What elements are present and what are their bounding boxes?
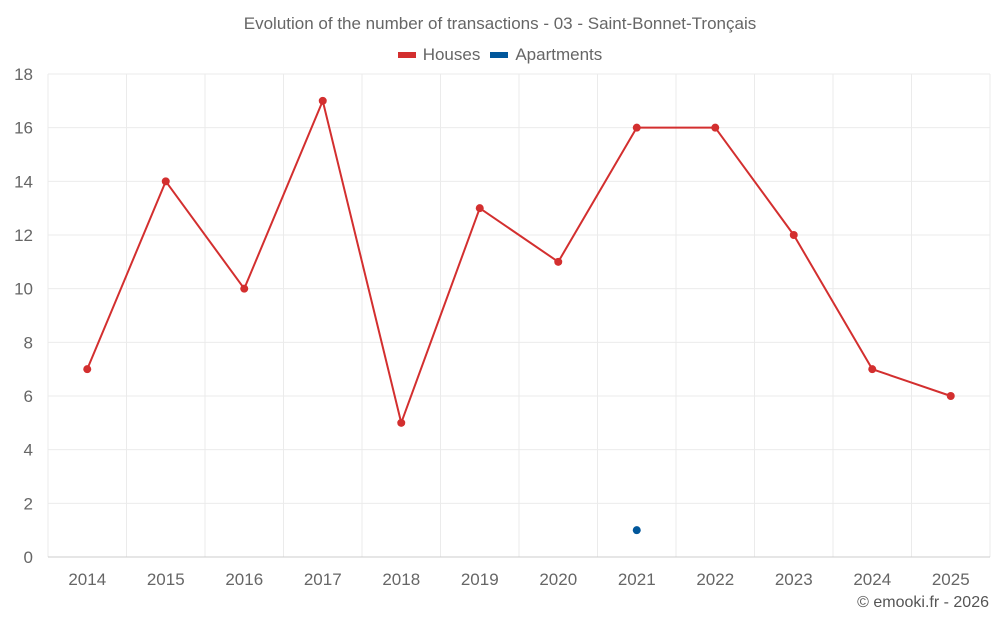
y-tick-label: 14 — [14, 172, 33, 191]
data-point-houses — [554, 257, 563, 266]
x-tick-label: 2025 — [932, 570, 970, 589]
x-tick-label: 2017 — [304, 570, 342, 589]
legend: Houses Apartments — [0, 45, 1000, 65]
y-tick-label: 2 — [24, 494, 33, 513]
y-tick-label: 16 — [14, 119, 33, 138]
data-point-houses — [632, 123, 641, 132]
legend-item-apartments[interactable]: Apartments — [490, 45, 602, 65]
data-point-houses — [161, 177, 170, 186]
legend-label-houses: Houses — [422, 45, 481, 64]
data-point-houses — [318, 96, 327, 105]
legend-swatch-apartments — [490, 52, 509, 58]
y-tick-label: 10 — [14, 280, 33, 299]
legend-item-houses[interactable]: Houses — [397, 45, 481, 65]
x-tick-label: 2018 — [382, 570, 420, 589]
legend-label-apartments: Apartments — [515, 45, 603, 64]
y-tick-label: 6 — [24, 387, 33, 406]
y-tick-label: 18 — [14, 65, 33, 84]
data-point-houses — [240, 284, 249, 293]
data-point-houses — [711, 123, 720, 132]
x-tick-label: 2024 — [853, 570, 891, 589]
x-tick-label: 2014 — [68, 570, 106, 589]
y-tick-label: 4 — [24, 441, 33, 460]
data-point-apartments — [632, 526, 641, 535]
data-point-houses — [83, 365, 92, 374]
x-tick-label: 2023 — [775, 570, 813, 589]
data-point-houses — [946, 392, 955, 400]
x-tick-label: 2022 — [696, 570, 734, 589]
x-tick-label: 2020 — [539, 570, 577, 589]
data-point-houses — [789, 231, 798, 239]
data-point-houses — [475, 204, 484, 213]
y-tick-label: 8 — [24, 333, 33, 352]
legend-swatch-houses — [397, 52, 416, 58]
x-tick-label: 2015 — [147, 570, 185, 589]
y-tick-label: 0 — [24, 548, 33, 567]
x-tick-label: 2021 — [618, 570, 656, 589]
x-tick-label: 2016 — [225, 570, 263, 589]
x-tick-label: 2019 — [461, 570, 499, 589]
series-line-houses — [86, 99, 952, 424]
chart-title: Evolution of the number of transactions … — [243, 14, 757, 33]
data-point-houses — [397, 418, 406, 427]
y-tick-label: 12 — [14, 226, 33, 245]
copyright-footer: © emooki.fr - 2026 — [857, 594, 989, 611]
data-point-houses — [868, 365, 877, 374]
